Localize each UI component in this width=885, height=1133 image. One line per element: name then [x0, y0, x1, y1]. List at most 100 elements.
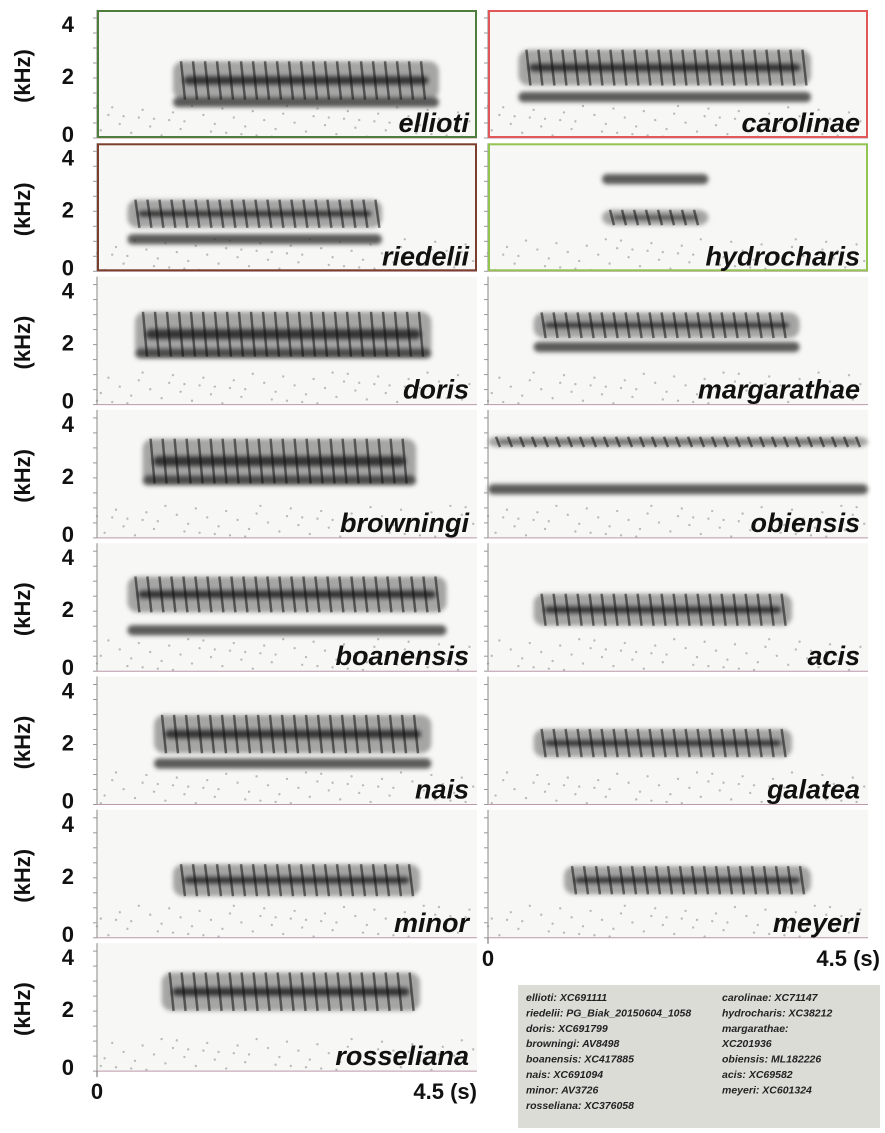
noise — [149, 125, 151, 127]
noise — [122, 525, 124, 527]
noise — [130, 394, 132, 396]
noise — [498, 639, 500, 641]
noise — [240, 248, 242, 250]
noise — [692, 401, 694, 403]
noise — [521, 394, 523, 396]
noise — [172, 784, 174, 786]
noise — [605, 385, 607, 387]
noise — [343, 118, 345, 120]
noise — [179, 653, 181, 655]
noise — [768, 638, 770, 640]
noise — [328, 264, 330, 266]
noise — [734, 906, 736, 908]
noise — [286, 515, 288, 517]
species-label: minor — [394, 908, 470, 938]
noise — [608, 788, 610, 790]
legend-entry: meyeri: XC601324 — [722, 1084, 812, 1096]
noise — [635, 798, 637, 800]
noise — [388, 794, 390, 796]
noise — [214, 533, 216, 535]
noise — [274, 128, 276, 130]
noise — [677, 515, 679, 517]
noise — [502, 516, 504, 518]
noise — [540, 125, 542, 127]
noise — [100, 392, 102, 394]
noise — [601, 919, 603, 921]
noise — [297, 787, 299, 789]
noise — [688, 787, 690, 789]
noise — [316, 665, 318, 667]
noise — [343, 380, 345, 382]
noise — [111, 401, 113, 403]
noise — [388, 384, 390, 386]
noise — [225, 247, 227, 249]
noise — [286, 778, 288, 780]
noise — [111, 106, 113, 108]
y-axis-label: (kHz) — [10, 182, 35, 236]
noise — [305, 919, 307, 921]
noise — [513, 262, 515, 264]
noise — [385, 392, 387, 394]
noise — [198, 384, 200, 386]
noise — [692, 516, 694, 518]
noise — [301, 926, 303, 928]
noise — [631, 396, 633, 398]
noise — [684, 384, 686, 386]
noise — [627, 782, 629, 784]
y-tick-label: 2 — [62, 864, 74, 889]
noise — [658, 259, 660, 261]
legend-entry: doris: XC691799 — [526, 1023, 608, 1035]
noise — [665, 391, 667, 393]
noise — [768, 933, 770, 935]
noise — [658, 521, 660, 523]
noise — [191, 400, 193, 402]
legend-entry: ellioti: XC691111 — [526, 992, 607, 1004]
noise — [650, 652, 652, 654]
noise — [267, 521, 269, 523]
noise — [582, 925, 584, 927]
noise — [354, 389, 356, 391]
noise — [711, 920, 713, 922]
noise — [555, 242, 557, 244]
noise — [267, 259, 269, 261]
band-lower — [518, 92, 811, 102]
noise — [195, 507, 197, 509]
noise — [134, 797, 136, 799]
y-tick-label: 0 — [62, 1055, 74, 1080]
noise — [309, 1058, 311, 1060]
legend-entry: obiensis: ML182226 — [722, 1054, 821, 1066]
noise — [320, 773, 322, 775]
noise — [722, 371, 724, 373]
noise — [540, 914, 542, 916]
noise — [183, 1056, 185, 1058]
noise — [225, 773, 227, 775]
noise — [377, 375, 379, 377]
noise — [612, 928, 614, 930]
noise — [179, 391, 181, 393]
noise — [563, 931, 565, 933]
noise — [214, 123, 216, 125]
noise — [551, 923, 553, 925]
noise — [559, 119, 561, 121]
noise — [305, 130, 307, 132]
species-label: obiensis — [750, 508, 860, 538]
noise — [111, 253, 113, 255]
noise — [559, 266, 561, 268]
noise — [119, 123, 121, 125]
noise — [741, 512, 743, 514]
noise — [593, 787, 595, 789]
noise — [202, 639, 204, 641]
noise — [214, 1058, 216, 1060]
noise — [764, 908, 766, 910]
x-tick-label: 0 — [482, 946, 494, 971]
noise — [312, 641, 314, 643]
species-label: browningi — [340, 508, 469, 538]
noise — [654, 119, 656, 121]
noise — [650, 915, 652, 917]
noise — [282, 933, 284, 935]
noise — [532, 519, 534, 521]
noise — [335, 133, 337, 135]
legend-entry: riedelii: PG_Biak_20150604_1058 — [526, 1007, 691, 1019]
band-lower — [154, 758, 431, 768]
species-label: acis — [807, 641, 860, 671]
